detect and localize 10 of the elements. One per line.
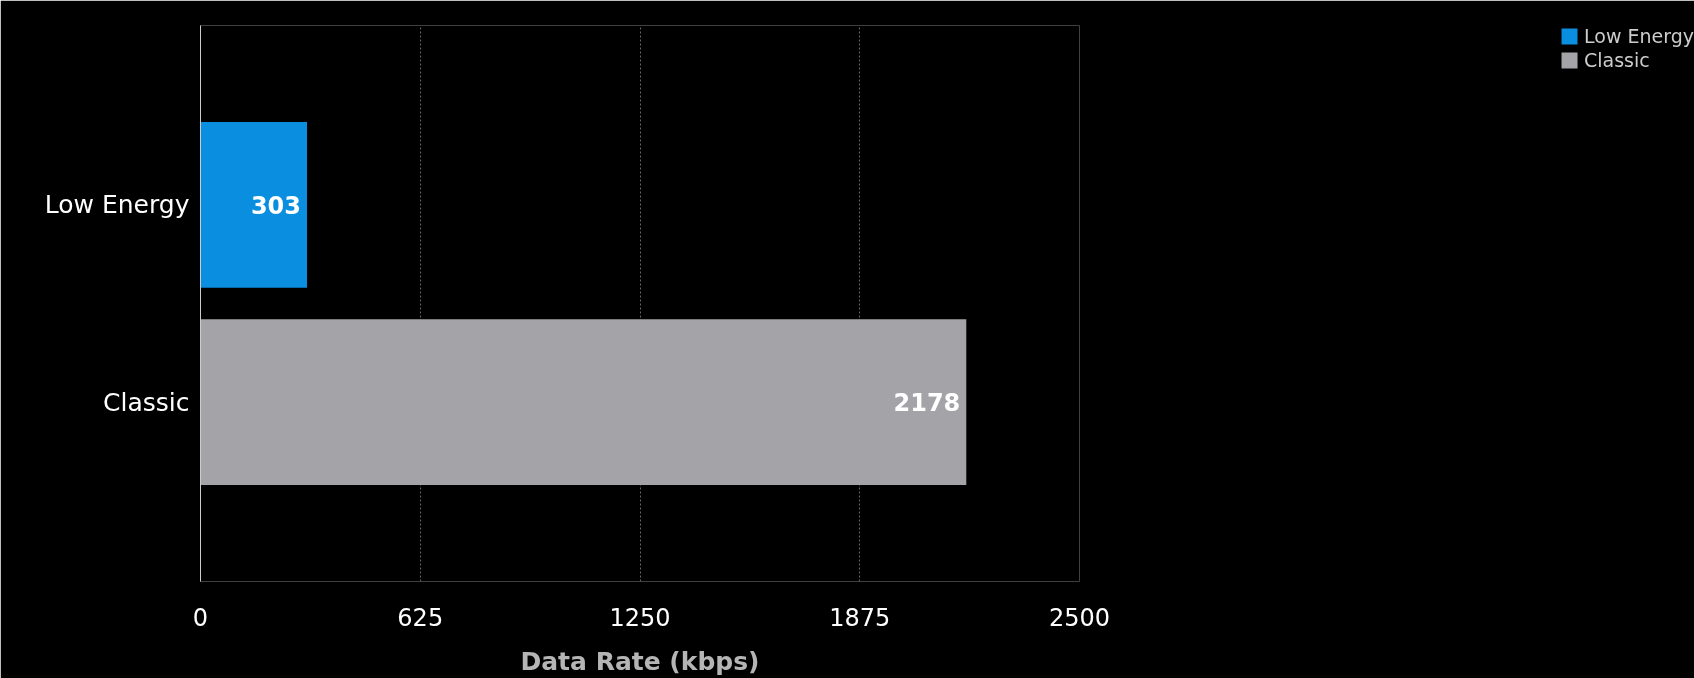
x-tick-label: 1250 bbox=[609, 603, 671, 632]
legend-label: Low Energy bbox=[1584, 25, 1694, 47]
x-tick-label: 1875 bbox=[829, 603, 891, 632]
x-axis-title: Data Rate (kbps) bbox=[520, 646, 760, 676]
data-label: 2178 bbox=[893, 389, 961, 418]
x-tick-label: 2500 bbox=[1048, 603, 1111, 632]
legend-label: Classic bbox=[1584, 49, 1650, 71]
x-tick-label: 0 bbox=[192, 603, 209, 632]
data-label: 303 bbox=[250, 191, 302, 220]
x-tick-label: 625 bbox=[397, 603, 444, 632]
